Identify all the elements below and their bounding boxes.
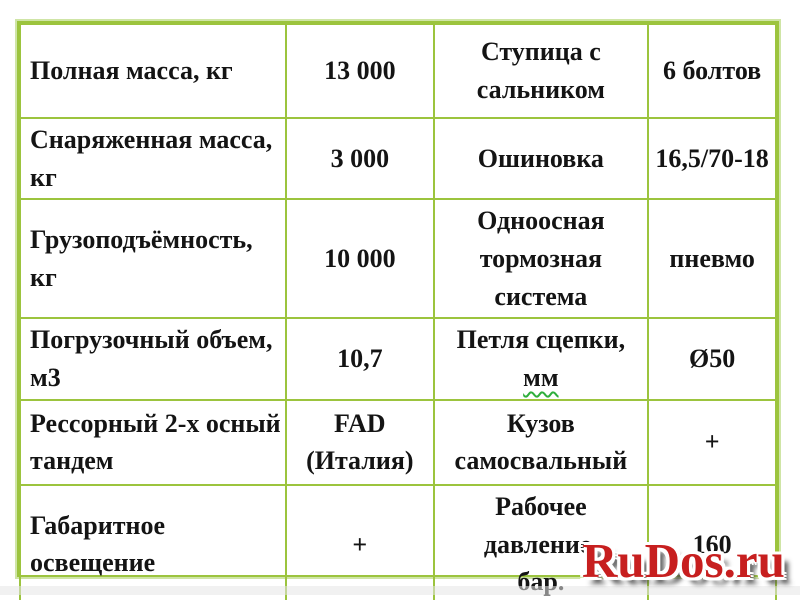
spec-name: Кузов самосвальный <box>454 408 628 476</box>
spellcheck-underlined-word: мм <box>523 363 559 393</box>
spec-table-inner-border: Полная масса, кг 13 000 Ступица с сальни… <box>17 21 779 600</box>
table-row: Габаритное освещение + Рабочее давление,… <box>18 483 777 600</box>
spec-table: Полная масса, кг 13 000 Ступица с сальни… <box>15 19 781 600</box>
table-row: Рессорный 2-х осный тандем FAD (Италия) … <box>18 398 777 486</box>
specifications-table: Полная масса, кг 13 000 Ступица с сальни… <box>18 23 777 600</box>
spec-value: 6 болтов <box>662 56 762 86</box>
spec-value: 13 000 <box>324 56 396 86</box>
spec-name: Грузоподъёмность, кг <box>30 225 253 292</box>
spec-name-text: Петля сцепки, <box>456 325 626 355</box>
spec-name: Ступица с сальником <box>476 37 605 104</box>
spec-name: Рессорный 2-х осный тандем <box>30 408 281 476</box>
spec-value: FAD (Италия) <box>306 408 414 476</box>
spec-name: Габаритное освещение <box>30 510 165 578</box>
spec-value: + <box>352 529 368 559</box>
spec-name: Одноосная тормозная система <box>477 206 605 311</box>
page-edge-shadow <box>0 586 800 595</box>
spec-name: Полная масса, кг <box>30 56 233 86</box>
spec-name: Снаряженная масса, кг <box>30 125 273 192</box>
spec-value: + <box>704 427 720 457</box>
spec-value: 16,5/70-18 <box>655 143 769 173</box>
spec-value: 10 000 <box>324 244 396 274</box>
spec-name: Погрузочный объем, м3 <box>30 325 273 393</box>
spec-value: Ø50 <box>688 344 736 374</box>
spec-name: Рабочее давление, бар. <box>483 491 598 597</box>
table-row: Снаряженная масса, кг 3 000 Ошиновка 16,… <box>18 116 777 201</box>
spec-value: 10,7 <box>337 344 383 374</box>
table-row: Погрузочный объем, м3 10,7 Петля сцепки,… <box>18 317 777 401</box>
spec-value: 3 000 <box>330 143 390 173</box>
spec-value: 160 <box>692 529 732 559</box>
table-row: Полная масса, кг 13 000 Ступица с сальни… <box>18 23 777 119</box>
rudos-watermark: RuDos.ru <box>582 533 785 588</box>
spec-name: Петля сцепки, мм <box>457 325 626 392</box>
table-row: Грузоподъёмность, кг 10 000 Одноосная то… <box>18 198 777 320</box>
spec-name: Ошиновка <box>477 143 604 173</box>
spec-value: пневмо <box>669 244 755 274</box>
